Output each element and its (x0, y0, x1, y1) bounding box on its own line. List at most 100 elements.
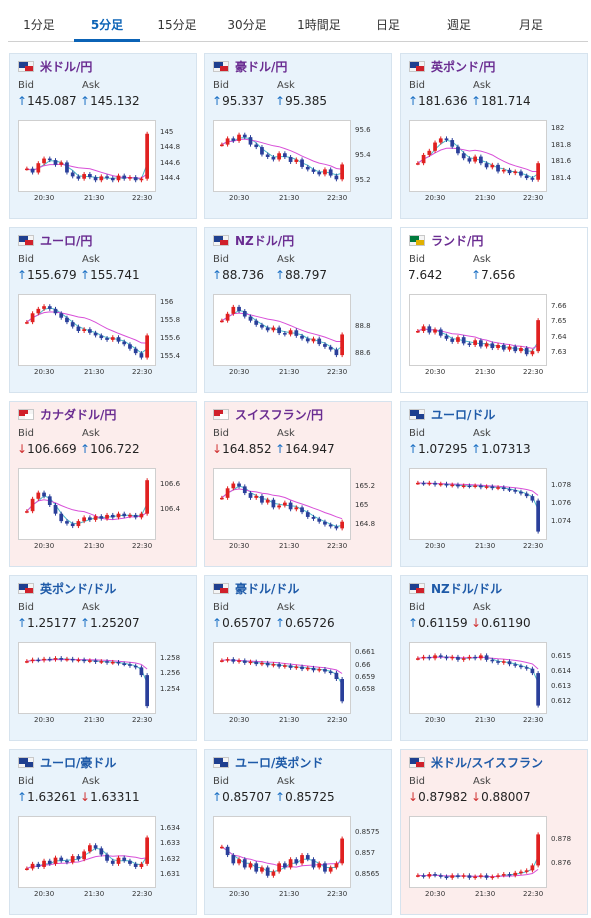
rate-card[interactable]: 豪ドル/円 Bid Ask ↑95.337 ↑95.385 95.6 95.4 95.2 20:… (204, 53, 392, 219)
rate-card[interactable]: ユーロ/豪ドル Bid Ask ↑1.63261 ↓1.63311 1.634 1.633 1… (9, 749, 197, 915)
mini-chart[interactable]: 0.661 0.66 0.659 0.658 20:30 21:30 22:30 (213, 642, 375, 732)
y-tick-label: 0.857 (355, 849, 376, 858)
y-tick-label: 155.8 (160, 316, 181, 325)
bid-value: ↑1.07295 (408, 442, 468, 456)
y-tick-label: 95.4 (355, 151, 371, 159)
candle (139, 178, 144, 181)
candle (237, 660, 241, 662)
candle (82, 517, 86, 522)
pair-name-link[interactable]: 豪ドル/円 (235, 60, 288, 74)
candle (128, 344, 132, 349)
pair-name-link[interactable]: ユーロ/ドル (431, 408, 496, 422)
candle (507, 346, 512, 350)
pair-name-link[interactable]: カナダドル/円 (40, 408, 117, 422)
bid-label: Bid (18, 80, 34, 91)
mini-chart[interactable]: 0.878 0.876 20:30 21:30 22:30 (409, 816, 571, 906)
mini-chart[interactable]: 0.8575 0.857 0.8565 20:30 21:30 22:30 (213, 816, 380, 906)
tab-4[interactable]: 30分足 (227, 18, 267, 32)
rate-card[interactable]: NZドル/円 Bid Ask ↑88.736 ↑88.797 88.8 88.6 20:30 2… (204, 227, 392, 393)
candle (461, 658, 466, 660)
mini-chart[interactable]: 7.66 7.65 7.64 7.63 20:30 21:30 22:30 (409, 294, 569, 384)
candle (334, 863, 339, 868)
mini-chart[interactable]: 165.2 165 164.8 20:30 21:30 22:30 (213, 468, 375, 558)
moving-average-line (221, 312, 343, 342)
bid-value: ↓106.669 (17, 442, 77, 456)
timeframe-tabs: 1分足 5分足 15分足 30分足 1時間足 日足 週足 月足 (8, 8, 588, 42)
mini-chart[interactable]: 156 155.8 155.6 155.4 20:30 21:30 22:30 (18, 294, 181, 384)
pair-name-link[interactable]: ユーロ/円 (40, 234, 93, 248)
candle (42, 658, 46, 661)
arrow-down-icon: ↓ (471, 616, 482, 630)
rate-card[interactable]: ユーロ/ドル Bid Ask ↑1.07295 ↑1.07313 1.078 1.076 1.… (400, 401, 588, 567)
rate-card[interactable]: ユーロ/英ポンド Bid Ask ↑0.85707 ↑0.85725 0.8575 0.85… (204, 749, 392, 915)
tab-6[interactable]: 日足 (375, 18, 400, 32)
pair-name-link[interactable]: 米ドル/円 (40, 60, 93, 74)
pair-name-link[interactable]: ユーロ/英ポンド (235, 756, 324, 770)
candle (421, 154, 426, 164)
candle (225, 138, 230, 145)
rate-card[interactable]: NZドル/ドル Bid Ask ↑0.61159 ↓0.61190 0.615 0.614 0… (400, 575, 588, 741)
candle (294, 666, 299, 669)
tab-1[interactable]: 1分足 (23, 18, 55, 32)
pair-name-link[interactable]: 豪ドル/ドル (235, 582, 300, 596)
mini-chart[interactable]: 1.258 1.256 1.254 20:30 21:30 22:30 (18, 642, 180, 732)
mini-chart[interactable]: 88.8 88.6 20:30 21:30 22:30 (213, 294, 373, 384)
rate-card[interactable]: ランド/円 Bid Ask 7.642 ↑7.656 7.66 7.65 7.64 7.63 20… (400, 227, 588, 393)
mini-chart[interactable]: 145 144.8 144.6 144.4 20:30 21:30 22:30 (18, 120, 180, 210)
mini-chart[interactable]: 0.615 0.614 0.613 0.612 20:30 21:30 22:30 (409, 642, 571, 732)
x-tick-label: 21:30 (279, 890, 300, 898)
candle (507, 489, 512, 491)
candle (70, 856, 75, 863)
rate-card[interactable]: カナダドル/円 Bid Ask ↓106.669 ↑106.722 106.6 106.4 2… (9, 401, 197, 567)
candle (283, 665, 287, 667)
candle (220, 660, 224, 662)
candle (317, 338, 322, 345)
candle (93, 660, 98, 662)
rate-card[interactable]: ユーロ/円 Bid Ask ↑155.679 ↑155.741 156 155.8 155.6… (9, 227, 197, 393)
rate-card[interactable]: 英ポンド/円 Bid Ask ↑181.636 ↑181.714 182 181.8 181.… (400, 53, 588, 219)
tab-3[interactable]: 15分足 (157, 18, 197, 32)
arrow-up-icon: ↑ (17, 94, 28, 108)
rate-card[interactable]: 米ドル/円 Bid Ask ↑145.087 ↑145.132 145 144.8 144.6… (9, 53, 197, 219)
mini-chart[interactable]: 1.634 1.633 1.632 1.631 20:30 21:30 22:30 (18, 816, 181, 906)
candle (254, 144, 259, 148)
tab-7[interactable]: 週足 (446, 18, 471, 32)
mini-chart[interactable]: 106.6 106.4 20:30 21:30 22:30 (18, 468, 180, 558)
pair-name-link[interactable]: 米ドル/スイスフラン (431, 756, 544, 770)
pair-name-link[interactable]: ランド/円 (431, 234, 484, 248)
pair-name-link[interactable]: スイスフラン/円 (235, 408, 324, 422)
y-tick-label: 1.634 (160, 823, 181, 832)
candle (305, 855, 310, 860)
y-tick-label: 95.2 (355, 175, 371, 184)
candle (467, 656, 472, 659)
x-tick-label: 22:30 (327, 194, 348, 202)
mini-chart[interactable]: 182 181.8 181.6 181.4 20:30 21:30 22:30 (409, 120, 571, 210)
mini-chart[interactable]: 95.6 95.4 95.2 20:30 21:30 22:30 (213, 120, 373, 210)
tab-8[interactable]: 月足 (518, 18, 543, 32)
moving-average-line (221, 846, 343, 868)
pair-name-link[interactable]: NZドル/ドル (431, 582, 503, 596)
tab-2[interactable]: 5分足 (74, 8, 140, 42)
arrow-down-icon: ↓ (212, 442, 223, 456)
rate-card[interactable]: スイスフラン/円 Bid Ask ↓164.852 ↑164.947 165.2 165 16… (204, 401, 392, 567)
candle (323, 169, 327, 175)
candle (42, 306, 46, 309)
mini-chart[interactable]: 1.078 1.076 1.074 20:30 21:30 22:30 (409, 468, 571, 558)
pair-name-link[interactable]: NZドル/円 (235, 234, 295, 248)
candle (433, 482, 437, 485)
tab-5[interactable]: 1時間足 (297, 18, 341, 32)
pair-name-link[interactable]: 英ポンド/ドル (40, 582, 117, 596)
pair-name-link[interactable]: ユーロ/豪ドル (40, 756, 117, 770)
candle (88, 517, 92, 520)
candle (25, 322, 29, 324)
rate-card[interactable]: 英ポンド/ドル Bid Ask ↑1.25177 ↑1.25207 1.258 1.256 1… (9, 575, 197, 741)
rate-card[interactable]: 米ドル/スイスフラン Bid Ask ↓0.87982 ↓0.88007 0.878 0.8… (400, 749, 588, 915)
candle (133, 177, 138, 181)
candle (122, 857, 127, 861)
rate-card[interactable]: 豪ドル/ドル Bid Ask ↑0.65707 ↑0.65726 0.661 0.66 0.6… (204, 575, 392, 741)
pair-name-link[interactable]: 英ポンド/円 (431, 60, 496, 74)
moving-average-line (221, 488, 343, 520)
ask-label: Ask (82, 428, 100, 439)
candle (416, 482, 420, 485)
candle (105, 854, 109, 861)
